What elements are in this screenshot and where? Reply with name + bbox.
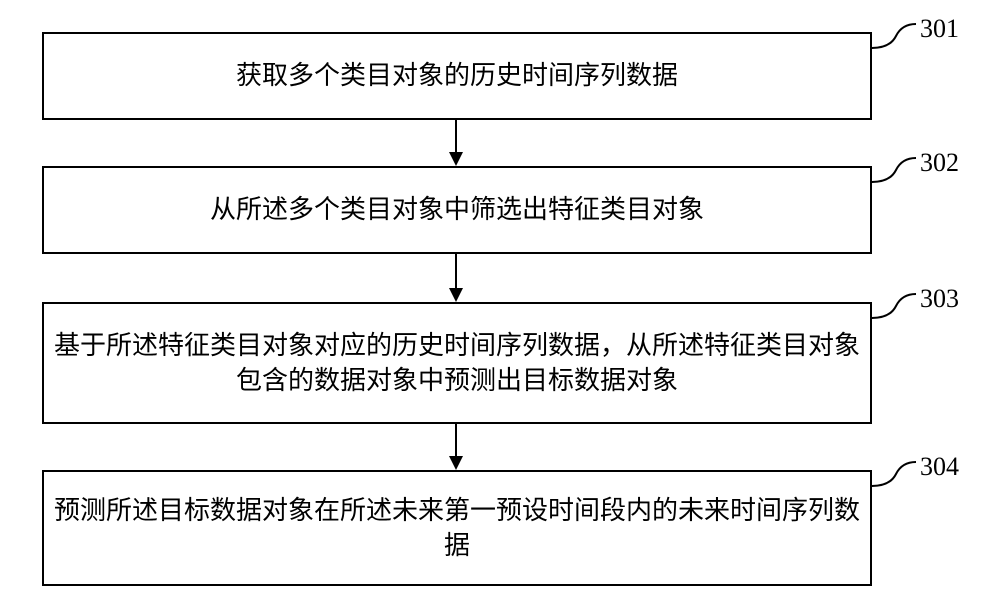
step-label-304: 304 — [920, 452, 959, 482]
arrow-2-3-head — [449, 288, 463, 302]
flow-node-303: 基于所述特征类目对象对应的历史时间序列数据，从所述特征类目对象包含的数据对象中预… — [42, 302, 872, 424]
brace-304 — [872, 452, 922, 502]
flow-node-302: 从所述多个类目对象中筛选出特征类目对象 — [42, 166, 872, 254]
arrow-3-4-line — [455, 424, 457, 456]
arrow-1-2-head — [449, 152, 463, 166]
step-label-301: 301 — [920, 14, 959, 44]
flow-node-304: 预测所述目标数据对象在所述未来第一预设时间段内的未来时间序列数据 — [42, 470, 872, 586]
arrow-1-2-line — [455, 120, 457, 152]
flow-node-304-text: 预测所述目标数据对象在所述未来第一预设时间段内的未来时间序列数据 — [44, 493, 870, 563]
brace-301 — [872, 14, 922, 64]
arrow-2-3-line — [455, 254, 457, 288]
step-label-303: 303 — [920, 284, 959, 314]
flow-node-303-text: 基于所述特征类目对象对应的历史时间序列数据，从所述特征类目对象包含的数据对象中预… — [44, 328, 870, 398]
flow-node-301: 获取多个类目对象的历史时间序列数据 — [42, 32, 872, 120]
arrow-3-4-head — [449, 456, 463, 470]
step-label-302: 302 — [920, 148, 959, 178]
flow-node-302-text: 从所述多个类目对象中筛选出特征类目对象 — [202, 192, 712, 227]
flowchart-canvas: 获取多个类目对象的历史时间序列数据 301 从所述多个类目对象中筛选出特征类目对… — [0, 0, 1000, 599]
brace-303 — [872, 284, 922, 334]
flow-node-301-text: 获取多个类目对象的历史时间序列数据 — [228, 58, 686, 93]
brace-302 — [872, 148, 922, 198]
